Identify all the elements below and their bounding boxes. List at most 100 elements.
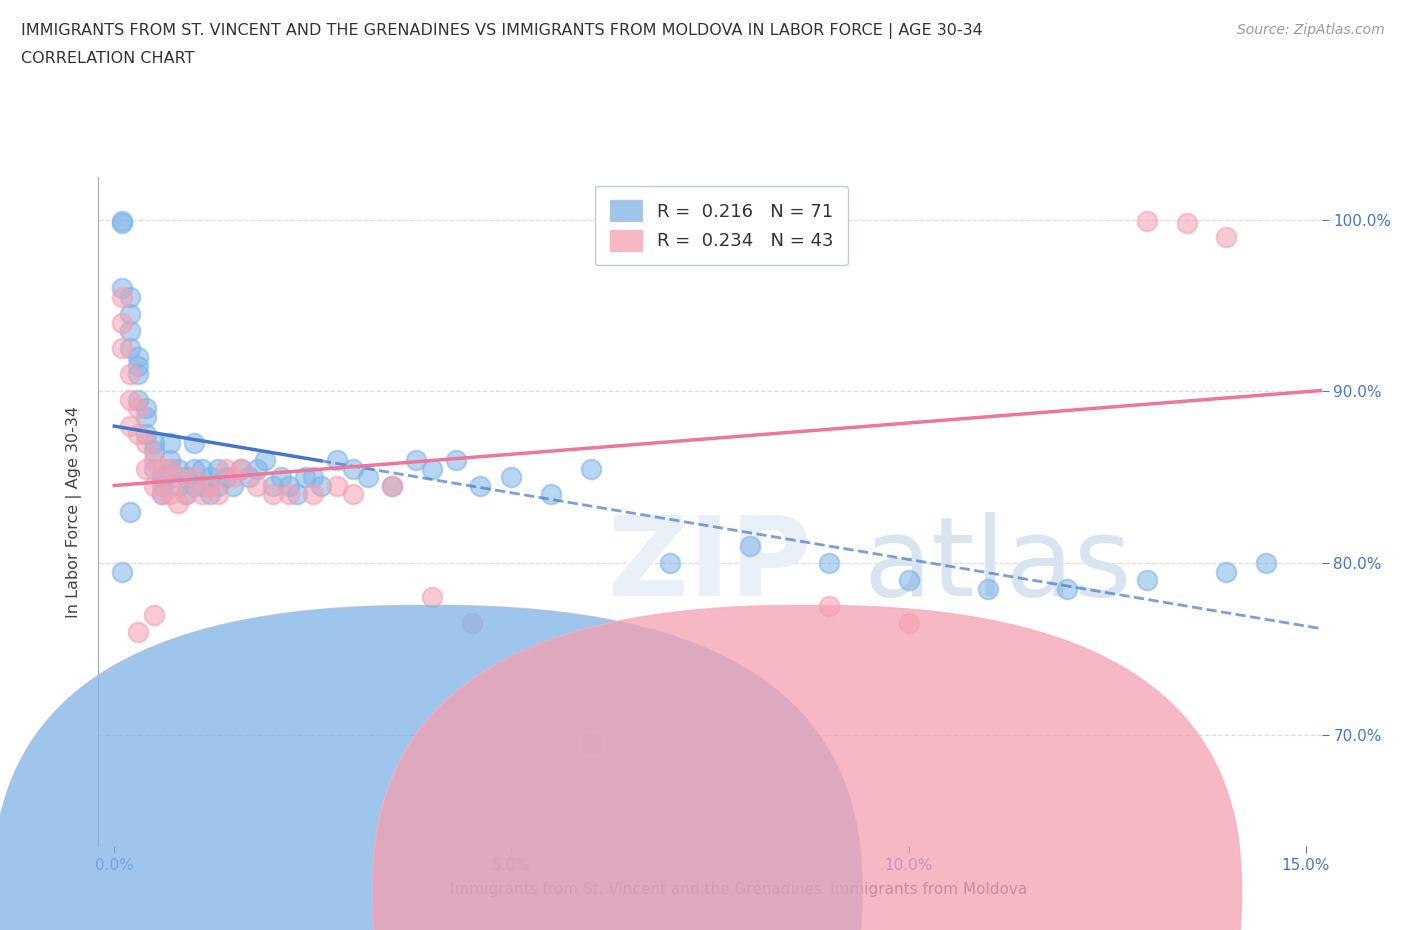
Text: CORRELATION CHART: CORRELATION CHART bbox=[21, 51, 194, 66]
Point bbox=[111, 214, 134, 229]
Point bbox=[166, 478, 188, 493]
Y-axis label: In Labor Force | Age 30-34: In Labor Force | Age 30-34 bbox=[66, 405, 83, 618]
Point bbox=[342, 461, 364, 476]
Point bbox=[270, 470, 292, 485]
Point bbox=[1056, 581, 1078, 596]
Point bbox=[1175, 216, 1198, 231]
Point bbox=[1215, 565, 1237, 579]
Point bbox=[166, 496, 188, 511]
Point bbox=[342, 487, 364, 502]
Point bbox=[183, 461, 205, 476]
Point bbox=[143, 461, 166, 476]
Point bbox=[302, 470, 325, 485]
Point bbox=[309, 478, 332, 493]
Point bbox=[127, 624, 149, 639]
Point bbox=[1215, 230, 1237, 245]
Point bbox=[302, 487, 325, 502]
Point bbox=[159, 461, 181, 476]
Point bbox=[166, 470, 188, 485]
Point bbox=[143, 444, 166, 458]
Point bbox=[262, 487, 284, 502]
Point bbox=[190, 461, 212, 476]
Point bbox=[238, 470, 260, 485]
Point bbox=[207, 478, 229, 493]
Point bbox=[246, 461, 269, 476]
Point bbox=[127, 401, 149, 416]
Point bbox=[444, 453, 467, 468]
Point bbox=[127, 358, 149, 373]
Point bbox=[1136, 214, 1159, 229]
Point bbox=[111, 289, 134, 304]
Point bbox=[278, 478, 301, 493]
Point bbox=[222, 470, 245, 485]
Point bbox=[143, 607, 166, 622]
Point bbox=[150, 487, 173, 502]
Point bbox=[120, 418, 142, 433]
Legend: R =  0.216   N = 71, R =  0.234   N = 43: R = 0.216 N = 71, R = 0.234 N = 43 bbox=[596, 186, 848, 265]
Point bbox=[198, 478, 221, 493]
Point bbox=[405, 453, 427, 468]
Point bbox=[977, 581, 1000, 596]
Text: Immigrants from St. Vincent and the Grenadines: Immigrants from St. Vincent and the Gren… bbox=[450, 882, 823, 897]
Point bbox=[246, 478, 269, 493]
Point bbox=[897, 573, 920, 588]
Point bbox=[285, 487, 308, 502]
Point bbox=[231, 461, 253, 476]
Point bbox=[135, 427, 157, 442]
Point bbox=[222, 478, 245, 493]
Point bbox=[159, 487, 181, 502]
Text: ZIP: ZIP bbox=[609, 512, 811, 618]
Point bbox=[159, 435, 181, 450]
Point bbox=[198, 487, 221, 502]
Point bbox=[111, 565, 134, 579]
Point bbox=[381, 478, 404, 493]
Point bbox=[254, 453, 277, 468]
Point bbox=[120, 324, 142, 339]
Point bbox=[174, 470, 197, 485]
Point bbox=[207, 487, 229, 502]
Point bbox=[111, 315, 134, 330]
Point bbox=[174, 487, 197, 502]
Point bbox=[294, 470, 316, 485]
Point bbox=[111, 281, 134, 296]
Point bbox=[166, 461, 188, 476]
Point bbox=[278, 487, 301, 502]
Point bbox=[120, 392, 142, 407]
Point bbox=[120, 289, 142, 304]
Point bbox=[159, 461, 181, 476]
Point bbox=[381, 478, 404, 493]
Point bbox=[207, 461, 229, 476]
Point bbox=[135, 435, 157, 450]
Point bbox=[325, 453, 347, 468]
Point bbox=[127, 392, 149, 407]
Point bbox=[150, 470, 173, 485]
Point bbox=[897, 616, 920, 631]
Point bbox=[262, 478, 284, 493]
Point bbox=[183, 478, 205, 493]
Point bbox=[198, 470, 221, 485]
Point bbox=[818, 555, 841, 570]
Point bbox=[150, 461, 173, 476]
Text: atlas: atlas bbox=[863, 512, 1132, 618]
Point bbox=[738, 538, 761, 553]
Point bbox=[818, 599, 841, 614]
Point bbox=[1136, 573, 1159, 588]
Text: Source: ZipAtlas.com: Source: ZipAtlas.com bbox=[1237, 23, 1385, 37]
Point bbox=[214, 470, 236, 485]
Point bbox=[579, 736, 602, 751]
Point bbox=[143, 478, 166, 493]
Point bbox=[159, 453, 181, 468]
Point bbox=[420, 461, 443, 476]
Point bbox=[111, 341, 134, 356]
Point bbox=[214, 461, 236, 476]
Text: IMMIGRANTS FROM ST. VINCENT AND THE GRENADINES VS IMMIGRANTS FROM MOLDOVA IN LAB: IMMIGRANTS FROM ST. VINCENT AND THE GREN… bbox=[21, 23, 983, 39]
Point bbox=[127, 350, 149, 365]
Point bbox=[127, 427, 149, 442]
Point bbox=[150, 478, 173, 493]
Point bbox=[190, 487, 212, 502]
Point bbox=[120, 307, 142, 322]
Point bbox=[579, 461, 602, 476]
Point bbox=[120, 341, 142, 356]
Point bbox=[135, 401, 157, 416]
Point bbox=[174, 487, 197, 502]
